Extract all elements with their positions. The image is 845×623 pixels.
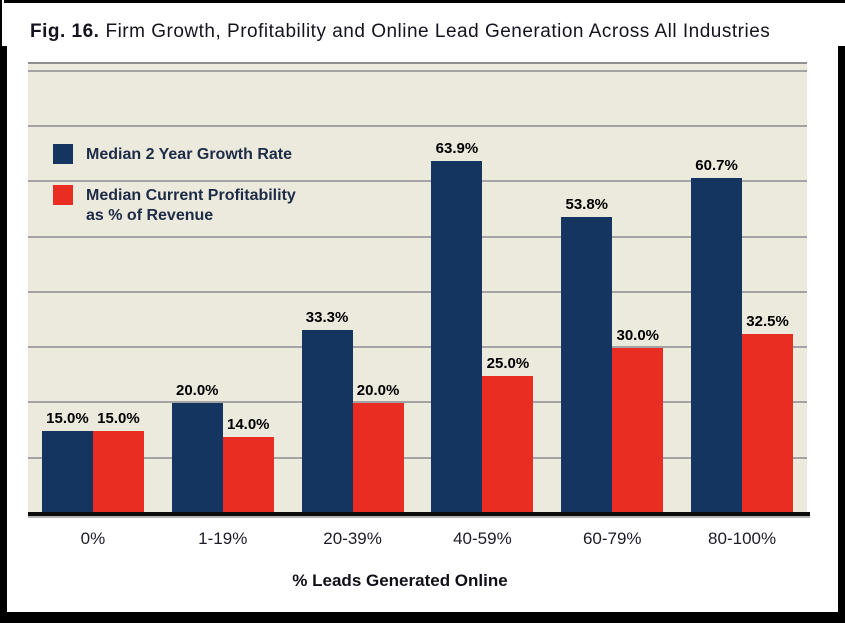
bar-growth	[431, 160, 483, 514]
frame-right-border	[838, 46, 845, 612]
bar-profitability	[352, 403, 404, 514]
legend-label-profitability-line1: Median Current Profitability	[86, 187, 296, 204]
bar-value-label: 20.0%	[175, 382, 219, 400]
x-axis-line	[28, 512, 810, 516]
bar-profitability	[92, 431, 144, 514]
x-tick-label: 1-19%	[198, 529, 248, 548]
gridline	[28, 69, 807, 72]
legend: Median 2 Year Growth Rate Median Current…	[53, 144, 296, 246]
legend-label-profitability: Median Current Profitability as % of Rev…	[86, 186, 296, 226]
bar-value-label: 20.0%	[356, 382, 400, 400]
figure-title: Fig. 16. Firm Growth, Profitability and O…	[30, 21, 770, 43]
gridline	[28, 125, 807, 128]
legend-swatch-growth-icon	[53, 144, 73, 164]
gridline	[28, 180, 807, 183]
frame-left-border	[0, 46, 7, 612]
bar-value-label: 30.0%	[616, 327, 660, 345]
gridline	[28, 235, 807, 238]
bar-value-label: 60.7%	[695, 157, 738, 175]
frame-left-thin-border	[0, 0, 2, 48]
bar-growth	[691, 178, 743, 514]
x-tick-label: 20-39%	[323, 529, 382, 548]
bar-value-label: 15.0%	[97, 410, 140, 428]
figure-title-prefix: Fig. 16.	[30, 21, 100, 42]
plot-area: Median 2 Year Growth Rate Median Current…	[28, 62, 807, 514]
legend-item-profitability: Median Current Profitability as % of Rev…	[53, 185, 296, 226]
bar-growth	[301, 329, 353, 514]
frame-bottom-border	[0, 612, 845, 623]
x-tick-label: 0%	[80, 529, 106, 548]
legend-swatch-profitability-icon	[53, 185, 73, 205]
gridline	[28, 401, 807, 404]
bar-value-label: 14.0%	[226, 415, 270, 433]
bar-profitability	[482, 375, 534, 514]
gridline	[28, 346, 807, 349]
bar-growth	[41, 431, 93, 514]
bar-value-label: 63.9%	[435, 139, 479, 157]
frame-top-border	[4, 0, 845, 3]
bar-growth	[171, 403, 223, 514]
x-tick-label: 80-100%	[708, 529, 777, 548]
x-axis-line-shadow	[28, 516, 810, 518]
gridline	[28, 290, 807, 293]
bar-profitability	[612, 348, 664, 514]
legend-item-growth: Median 2 Year Growth Rate	[53, 144, 296, 165]
x-axis-title: % Leads Generated Online	[292, 571, 508, 590]
bar-value-label: 15.0%	[46, 410, 89, 428]
bar-value-label: 32.5%	[746, 313, 789, 331]
bar-profitability	[222, 436, 274, 514]
bar-value-label: 33.3%	[305, 308, 349, 326]
legend-label-growth: Median 2 Year Growth Rate	[86, 146, 292, 163]
bar-value-label: 53.8%	[565, 195, 609, 213]
bar-profitability	[742, 334, 794, 514]
legend-label-profitability-line2: as % of Revenue	[86, 207, 214, 224]
x-tick-label: 40-59%	[453, 529, 512, 548]
bar-value-label: 25.0%	[486, 354, 530, 372]
gridline	[28, 456, 807, 459]
x-tick-label: 60-79%	[582, 529, 642, 548]
bar-growth	[561, 216, 613, 514]
figure-title-text: Firm Growth, Profitability and Online Le…	[105, 21, 771, 42]
